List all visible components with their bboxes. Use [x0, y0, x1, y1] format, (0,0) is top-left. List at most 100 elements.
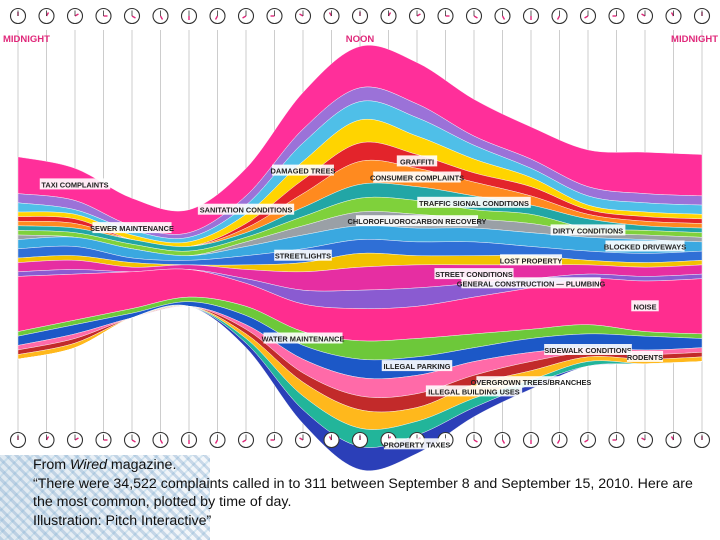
clock-icon: [209, 7, 226, 25]
clock-icon: [665, 7, 682, 25]
clock-icon: [579, 431, 597, 449]
series-label-chlorofluorocarbon-recovery: CHLOROFLUOROCARBON RECOVERY: [348, 215, 487, 227]
caption: From Wired magazine. “There were 34,522 …: [33, 456, 713, 530]
clock-icon: [66, 431, 84, 449]
clock-icon: [9, 7, 27, 25]
label-background: [461, 277, 601, 289]
series-property-taxes: [17, 304, 703, 471]
series-label-street-conditions: STREET CONDITIONS: [434, 268, 514, 280]
caption-source-suffix: magazine.: [106, 457, 177, 473]
clock-icon: [152, 7, 169, 25]
series-label-taxi-complaints: TAXI COMPLAINTS: [39, 178, 111, 190]
clock-icon: [38, 431, 55, 449]
series-label-text: PROPERTY TAXES: [384, 440, 451, 449]
clock-icon: [9, 431, 27, 449]
clock-icons: [9, 7, 711, 449]
label-background: [274, 249, 332, 261]
clock-icon: [437, 7, 454, 25]
series-label-traffic-signal-conditions: TRAFFIC SIGNAL CONDITIONS: [417, 196, 531, 208]
label-background: [383, 438, 451, 450]
series-label-text: LOST PROPERTY: [500, 256, 562, 265]
label-background: [381, 360, 453, 372]
series-label-streetlights: STREETLIGHTS: [274, 249, 332, 261]
series-label-graffiti: GRAFFITI: [396, 155, 438, 167]
time-label-noon: NOON: [346, 34, 375, 45]
series-label-blocked-driveways: BLOCKED DRIVEWAYS: [604, 240, 686, 252]
clock-icon: [294, 431, 312, 449]
label-background: [373, 171, 461, 183]
clock-icon: [494, 7, 511, 25]
clock-icon: [465, 431, 483, 449]
series-label-text: CONSUMER COMPLAINTS: [370, 174, 464, 183]
clock-hand: [214, 439, 219, 444]
clock-hand: [556, 15, 561, 20]
series-label-text: STREETLIGHTS: [275, 252, 331, 261]
clock-icon: [636, 431, 654, 449]
clock-hand: [242, 15, 247, 19]
label-background: [355, 215, 479, 227]
clock-icon: [266, 7, 283, 25]
series-label-text: OVERGROWN TREES/BRANCHES: [471, 378, 592, 387]
clock-icon: [95, 431, 112, 449]
clock-hand: [74, 13, 79, 17]
series-label-illegal-parking: ILLEGAL PARKING: [381, 360, 453, 372]
clock-icon: [408, 7, 426, 25]
series-label-general-construction-plumbing: GENERAL CONSTRUCTION — PLUMBING: [457, 277, 605, 289]
clock-hand: [641, 13, 646, 17]
series-label-text: SIDEWALK CONDITIONS: [544, 346, 632, 355]
series-label-text: RODENTS: [627, 353, 663, 362]
label-background: [396, 155, 438, 167]
clock-hand: [299, 13, 304, 17]
label-background: [550, 224, 626, 236]
clock-hand: [416, 13, 421, 17]
clock-hand: [159, 439, 164, 444]
clock-icon: [123, 7, 141, 25]
label-background: [544, 344, 632, 355]
clock-hand: [473, 439, 478, 443]
series-label-text: DAMAGED TREES: [271, 167, 336, 176]
clock-icon: [266, 431, 283, 449]
clock-hand: [584, 15, 589, 19]
clock-hand: [214, 15, 219, 20]
label-background: [272, 164, 334, 176]
clock-hand: [74, 437, 79, 441]
caption-quote: “There were 34,522 complaints called in …: [33, 475, 693, 511]
clock-icon: [66, 7, 84, 25]
clock-icon: [180, 431, 198, 449]
series-label-rodents: RODENTS: [626, 350, 664, 362]
series-label-text: STREET CONDITIONS: [435, 270, 513, 279]
clock-icon: [351, 7, 369, 25]
clock-icon: [551, 431, 568, 449]
clock-icon: [636, 7, 654, 25]
series-label-text: SEWER MAINTENANCE: [90, 224, 174, 233]
clock-icon: [608, 431, 625, 449]
clock-icon: [665, 431, 682, 449]
clock-hand: [584, 439, 589, 443]
series-label-text: DIRTY CONDITIONS: [553, 226, 624, 235]
label-background: [92, 222, 172, 234]
series-label-water-maintenance: WATER MAINTENANCE: [262, 332, 344, 344]
clock-icon: [180, 7, 198, 25]
label-background: [434, 268, 514, 280]
label-background: [626, 350, 664, 362]
clock-icon: [465, 7, 483, 25]
clock-icon: [95, 7, 112, 25]
series-label-text: ILLEGAL PARKING: [383, 362, 450, 371]
clock-hand: [501, 15, 506, 20]
series-label-sewer-maintenance: SEWER MAINTENANCE: [90, 222, 174, 234]
label-background: [263, 332, 343, 344]
label-background: [39, 178, 111, 190]
stream-layers: [17, 45, 703, 471]
series-label-damaged-trees: DAMAGED TREES: [271, 164, 336, 176]
label-background: [417, 196, 531, 208]
label-background: [605, 240, 685, 252]
clock-icon: [551, 7, 568, 25]
label-background: [631, 300, 659, 312]
clock-icon: [38, 7, 55, 25]
clock-icon: [351, 431, 369, 449]
series-label-text: CHLOROFLUOROCARBON RECOVERY: [348, 217, 487, 226]
time-label-end: MIDNIGHT: [671, 34, 718, 45]
clock-icon: [209, 431, 226, 449]
clock-icon: [294, 7, 312, 25]
series-label-dirty-conditions: DIRTY CONDITIONS: [550, 224, 626, 236]
